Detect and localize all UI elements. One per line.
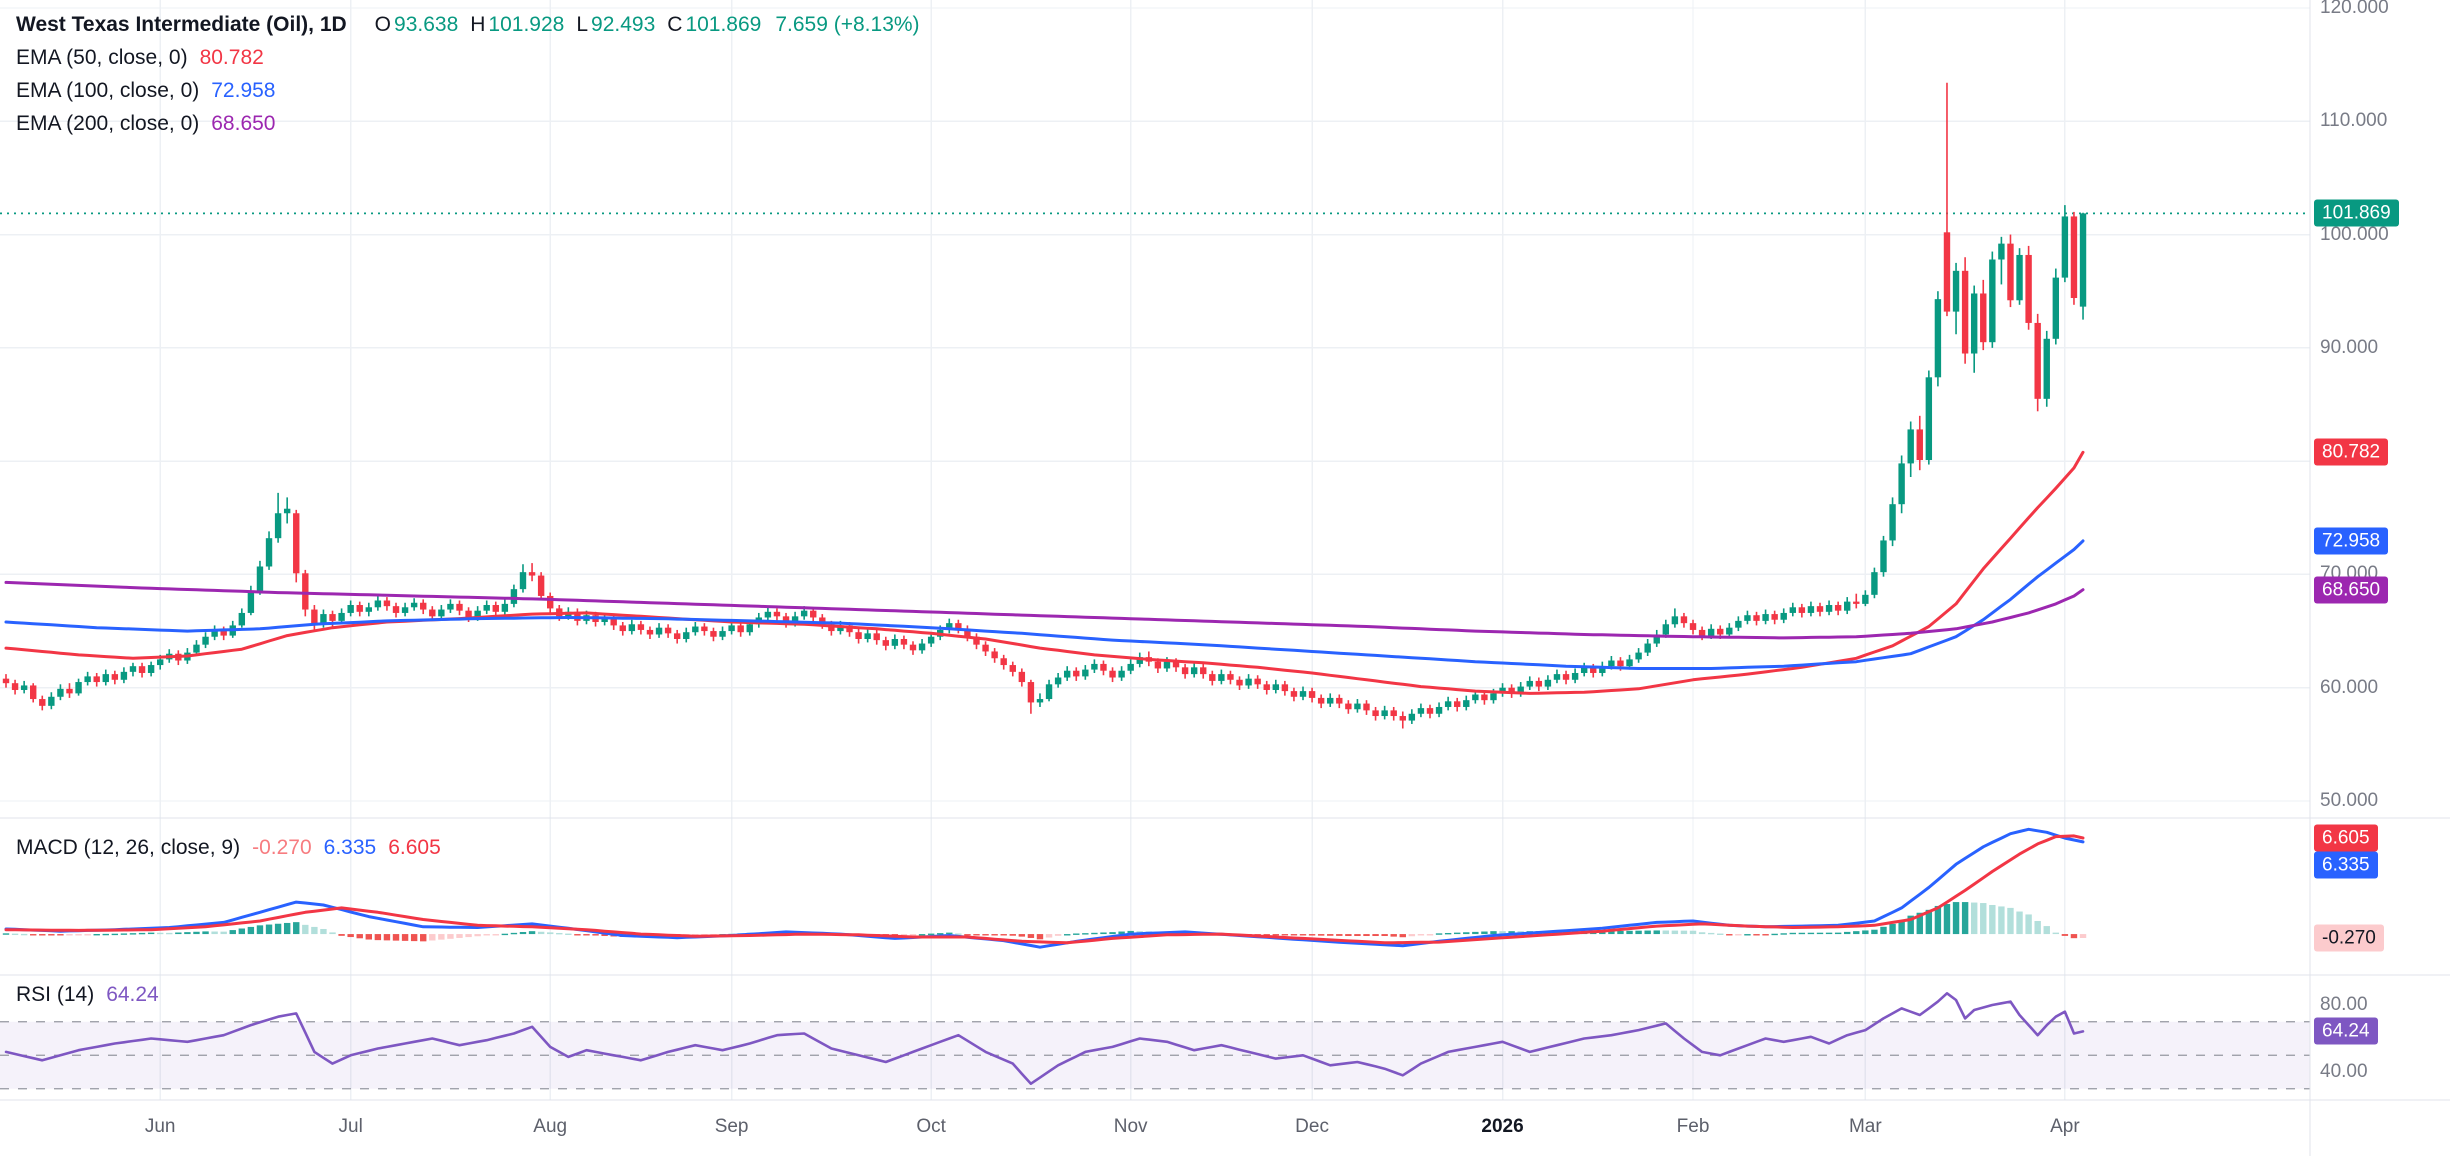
close-value: 101.869	[685, 12, 762, 36]
time-axis[interactable]: Jun Jul Aug Sep Oct Nov Dec 2026 Feb Mar Apr	[0, 1100, 2450, 1156]
time-axis-label: Jul	[338, 1116, 363, 1137]
open-label: O	[374, 12, 392, 36]
grid-lines	[0, 0, 2310, 1100]
ema100-row[interactable]: EMA (100, close, 0) 72.958	[16, 74, 920, 107]
rsi-label: RSI (14)	[16, 983, 95, 1006]
ema-line-1	[4, 539, 2085, 670]
symbol-row[interactable]: West Texas Intermediate (Oil), 1D O 93.6…	[16, 8, 920, 41]
time-axis-label: Sep	[714, 1116, 749, 1137]
price-axis-label: 110.000	[2320, 110, 2388, 132]
price-axis-label: 100.000	[2320, 223, 2389, 245]
time-axis-label: Jun	[144, 1116, 176, 1137]
rsi-axis-label: 80.00	[2320, 994, 2368, 1015]
symbol-title: West Texas Intermediate (Oil), 1D	[16, 12, 347, 36]
rsi-axis-label: 40.00	[2320, 1061, 2368, 1082]
ema200-label: EMA (200, close, 0)	[16, 111, 200, 135]
macd-signal-value: 6.605	[388, 836, 441, 859]
ema50-label: EMA (50, close, 0)	[16, 45, 188, 69]
close-label: C	[667, 12, 683, 36]
change-value: 7.659 (+8.13%)	[775, 12, 920, 36]
low-label: L	[576, 12, 589, 36]
macd-legend[interactable]: MACD (12, 26, close, 9) -0.270 6.335 6.6…	[16, 836, 441, 860]
macd-axis-badge: 6.605	[2314, 824, 2378, 852]
macd-label: MACD (12, 26, close, 9)	[16, 836, 241, 859]
time-axis-label: Oct	[916, 1116, 946, 1137]
high-label: H	[470, 12, 486, 36]
time-axis-label: Aug	[533, 1116, 568, 1137]
low-value: 92.493	[591, 12, 656, 36]
rsi-legend[interactable]: RSI (14) 64.24	[16, 983, 159, 1007]
rsi-band	[0, 1021, 2310, 1090]
price-axis-label: 50.000	[2320, 790, 2379, 811]
ema100-label: EMA (100, close, 0)	[16, 78, 200, 102]
time-axis-label: Apr	[2050, 1116, 2080, 1137]
rsi-axis-badge: 64.24	[2314, 1017, 2378, 1045]
ema100-value: 72.958	[211, 78, 276, 102]
time-axis-label: Mar	[1848, 1116, 1882, 1137]
rsi-line	[4, 991, 2085, 1085]
macd-hist-value: -0.270	[252, 836, 312, 859]
ema-line-2	[4, 580, 2085, 640]
price-axis[interactable]: 120.000 110.000 100.000 90.000 70.000 60.000 5…	[2310, 0, 2450, 1100]
price-axis-label: 120.000	[2320, 0, 2389, 18]
macd-line-value: 6.335	[323, 836, 377, 859]
price-axis-label: 60.000	[2320, 676, 2379, 698]
symbol-legend: West Texas Intermediate (Oil), 1D O 93.6…	[16, 8, 920, 140]
high-value: 101.928	[488, 12, 565, 36]
ema50-row[interactable]: EMA (50, close, 0) 80.782	[16, 41, 920, 74]
time-axis-label: Nov	[1113, 1116, 1148, 1137]
macd-axis-badge: -0.270	[2314, 924, 2384, 952]
time-axis-label: 2026	[1481, 1116, 1524, 1137]
ema-line-0	[4, 450, 2085, 695]
price-axis-badge: 68.650	[2314, 576, 2389, 604]
ema200-row[interactable]: EMA (200, close, 0) 68.650	[16, 107, 920, 140]
candlestick-series	[2, 82, 2087, 729]
price-axis-label: 90.000	[2320, 336, 2379, 358]
price-axis-badge: 101.869	[2314, 199, 2399, 227]
open-value: 93.638	[394, 12, 459, 36]
ema50-value: 80.782	[199, 45, 264, 69]
macd-signal-line	[4, 834, 2085, 945]
rsi-value: 64.24	[106, 983, 159, 1006]
time-axis-label: Feb	[1676, 1116, 1710, 1137]
time-axis-label: Dec	[1295, 1116, 1329, 1137]
macd-axis-badge: 6.335	[2314, 851, 2378, 879]
price-axis-badge: 72.958	[2314, 527, 2389, 555]
ema200-value: 68.650	[211, 111, 276, 135]
price-axis-badge: 80.782	[2314, 438, 2389, 466]
macd-histogram	[2, 902, 2087, 942]
